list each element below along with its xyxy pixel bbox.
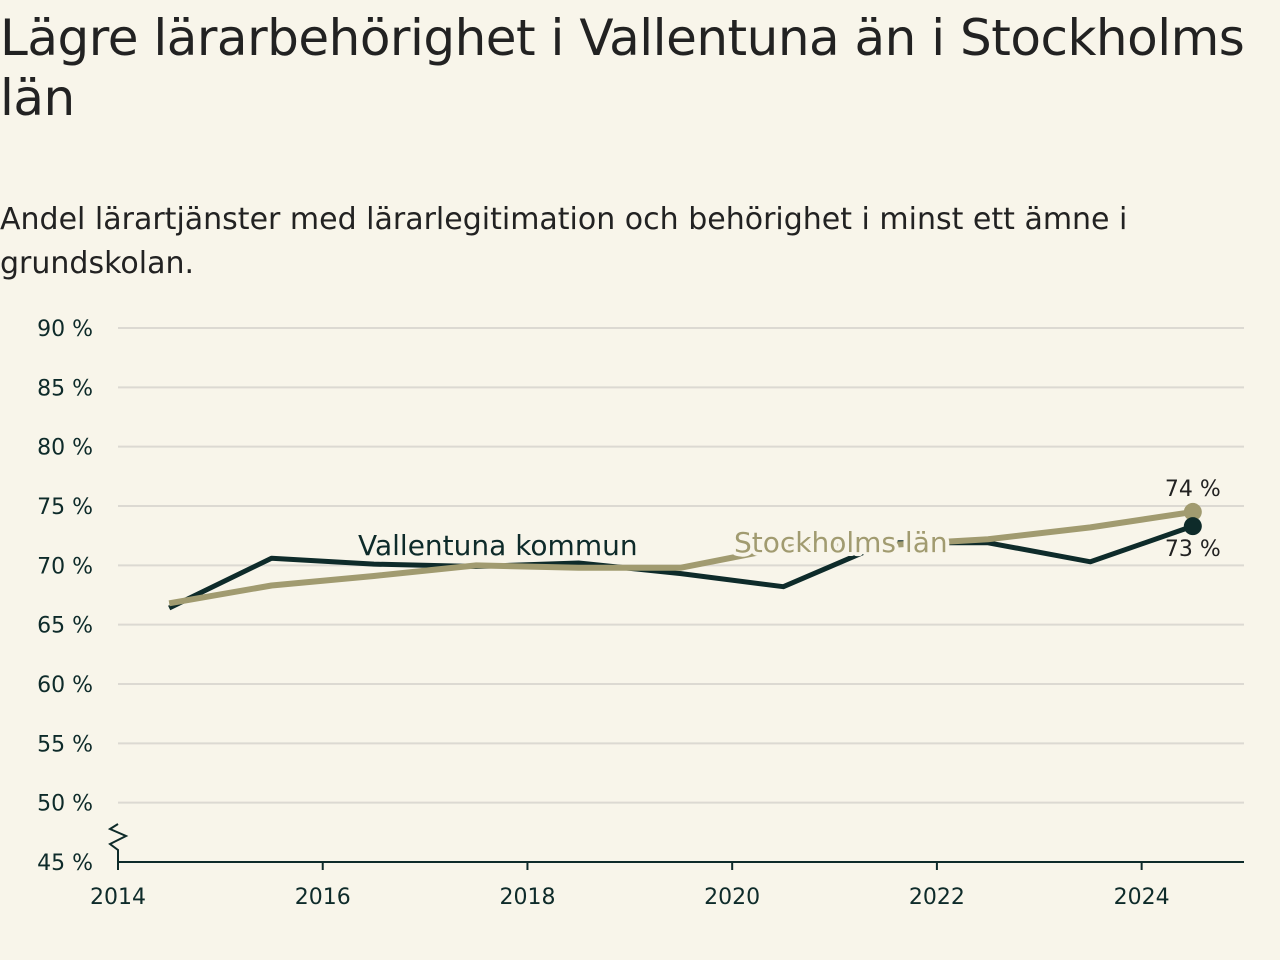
x-tick-label: 2024	[1114, 885, 1170, 910]
end-label-stockholm: 74 %	[1165, 477, 1221, 502]
series-line-vallentuna	[168, 523, 1194, 611]
y-tick-label: 85 %	[37, 376, 93, 401]
axis-break-mark	[107, 823, 129, 862]
y-tick-label: 70 %	[37, 554, 93, 579]
end-label-vallentuna: 73 %	[1165, 537, 1221, 562]
y-tick-label: 45 %	[37, 851, 93, 876]
chart-title: Lägre lärarbehörighet i Vallentuna än i …	[0, 9, 1245, 127]
x-tick-label: 2018	[499, 885, 555, 910]
series-label-vallentuna: Vallentuna kommun	[358, 529, 638, 562]
end-marker-vallentuna	[1183, 517, 1202, 536]
series-label-stockholm: Stockholms län	[734, 526, 948, 559]
x-tick-label: 2022	[909, 885, 965, 910]
end-marker-stockholm	[1183, 502, 1202, 521]
y-tick-label: 80 %	[37, 436, 93, 461]
series-line-stockholm	[168, 508, 1194, 607]
y-tick-label: 50 %	[37, 792, 93, 817]
y-tick-label: 55 %	[37, 732, 93, 757]
y-tick-label: 60 %	[37, 673, 93, 698]
x-tick-label: 2014	[90, 885, 146, 910]
chart-subtitle: Andel lärartjänster med lärarlegitimatio…	[0, 202, 1128, 281]
x-tick-label: 2016	[295, 885, 351, 910]
y-tick-label: 90 %	[37, 317, 93, 342]
y-tick-label: 65 %	[37, 614, 93, 639]
x-tick-label: 2020	[704, 885, 760, 910]
y-tick-label: 75 %	[37, 495, 93, 520]
